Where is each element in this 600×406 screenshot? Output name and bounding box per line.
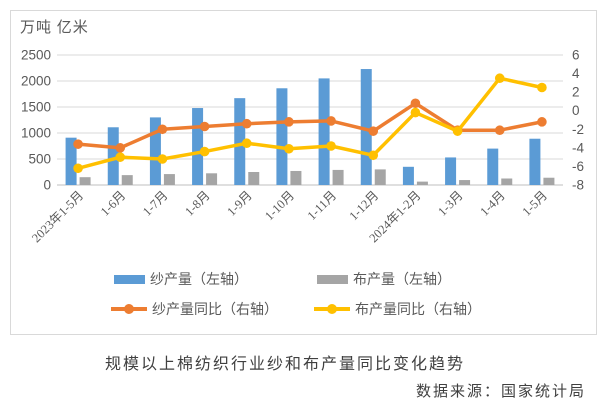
data-point-marker bbox=[115, 152, 126, 162]
bar bbox=[163, 174, 175, 185]
svg-text:1-9月: 1-9月 bbox=[224, 188, 255, 219]
y-axis-left-labels: 0 500 1000 1500 2000 2500 bbox=[21, 48, 51, 193]
data-point-marker bbox=[537, 117, 547, 127]
chart-title: 规模以上棉纺织行业纱和布产量同比变化趋势 bbox=[104, 356, 465, 373]
legend-item-yarn-yoy: 纱产量同比（右轴） bbox=[111, 299, 278, 319]
svg-text:1-3月: 1-3月 bbox=[435, 188, 466, 219]
bar bbox=[65, 137, 77, 185]
bar bbox=[192, 108, 204, 185]
data-source: 数据来源：国家统计局 bbox=[415, 384, 586, 400]
combo-chart: 0 500 1000 1500 2000 2500 -8 -6 -4 -2 0 2 4 6 2023年1-5… bbox=[10, 10, 597, 335]
bar bbox=[149, 117, 161, 185]
svg-text:-8: -8 bbox=[572, 178, 584, 193]
bar bbox=[445, 157, 457, 185]
svg-text:-2: -2 bbox=[572, 122, 584, 137]
bar bbox=[416, 181, 428, 185]
bar bbox=[318, 78, 330, 185]
svg-text:2000: 2000 bbox=[21, 74, 51, 89]
y-axis-right-labels: -8 -6 -4 -2 0 2 4 6 bbox=[572, 48, 584, 193]
bar bbox=[107, 127, 119, 185]
bars-yarn-output bbox=[65, 69, 541, 185]
data-point-marker bbox=[494, 125, 505, 136]
svg-text:1-12月: 1-12月 bbox=[346, 188, 381, 223]
data-point-marker bbox=[241, 138, 252, 149]
svg-text:2: 2 bbox=[572, 85, 580, 100]
svg-text:0: 0 bbox=[43, 178, 51, 193]
svg-text:1000: 1000 bbox=[21, 126, 51, 141]
legend-label: 布产量（左轴） bbox=[353, 273, 451, 288]
data-point-marker bbox=[326, 116, 336, 126]
data-point-marker bbox=[368, 150, 379, 161]
svg-text:4: 4 bbox=[572, 66, 580, 81]
bars-cloth-output bbox=[79, 169, 555, 185]
svg-text:2023年1-5月: 2023年1-5月 bbox=[29, 188, 86, 245]
bar bbox=[79, 177, 91, 185]
data-point-marker bbox=[284, 143, 294, 154]
svg-text:0: 0 bbox=[572, 103, 580, 118]
data-point-marker bbox=[410, 107, 421, 118]
bar bbox=[459, 180, 471, 185]
cloth-bar-swatch bbox=[317, 274, 348, 284]
cloth-yoy-line-swatch bbox=[314, 304, 350, 314]
svg-text:6: 6 bbox=[572, 48, 580, 63]
data-point-marker bbox=[115, 143, 126, 153]
axis-unit-label: 万吨 亿米 bbox=[20, 20, 89, 36]
bar bbox=[374, 169, 386, 185]
bar bbox=[529, 138, 541, 185]
bar bbox=[360, 69, 372, 185]
svg-text:1-7月: 1-7月 bbox=[140, 188, 171, 219]
bar bbox=[248, 172, 260, 185]
legend-label: 纱产量（左轴） bbox=[150, 273, 248, 288]
legend-label: 布产量同比（右轴） bbox=[355, 303, 481, 318]
data-point-marker bbox=[284, 117, 294, 127]
line-cloth-yoy bbox=[73, 73, 547, 174]
svg-text:-4: -4 bbox=[572, 140, 584, 155]
data-point-marker bbox=[241, 118, 252, 129]
bar bbox=[487, 148, 499, 185]
data-point-marker bbox=[410, 98, 421, 109]
bar bbox=[290, 170, 302, 185]
data-point-marker bbox=[199, 146, 210, 157]
data-point-marker bbox=[157, 124, 168, 135]
svg-text:2500: 2500 bbox=[21, 48, 51, 63]
svg-text:1-8月: 1-8月 bbox=[182, 188, 213, 219]
bar bbox=[234, 98, 246, 185]
legend-item-yarn-output: 纱产量（左轴） bbox=[114, 269, 248, 289]
bar bbox=[276, 88, 288, 185]
bar bbox=[402, 166, 414, 185]
data-point-marker bbox=[494, 73, 505, 84]
legend-item-cloth-output: 布产量（左轴） bbox=[317, 269, 451, 289]
chart-frame bbox=[10, 10, 597, 335]
data-point-marker bbox=[537, 82, 547, 93]
data-point-marker bbox=[199, 121, 210, 132]
data-point-marker bbox=[368, 126, 379, 136]
data-point-marker bbox=[157, 154, 168, 164]
svg-text:1-6月: 1-6月 bbox=[98, 188, 129, 219]
data-point-marker bbox=[326, 141, 336, 151]
svg-text:1-10月: 1-10月 bbox=[262, 188, 297, 223]
svg-text:-6: -6 bbox=[572, 159, 584, 174]
x-axis-labels: 2023年1-5月 1-6月 1-7月 1-8月 1-9月 1-10月 1-11月 1-12月… bbox=[29, 188, 550, 245]
bar bbox=[501, 178, 513, 185]
bar bbox=[332, 169, 344, 185]
bar bbox=[206, 173, 218, 185]
svg-text:1500: 1500 bbox=[21, 100, 51, 115]
bar bbox=[543, 177, 555, 185]
data-point-marker bbox=[73, 163, 83, 174]
data-point-marker bbox=[452, 126, 463, 136]
legend-item-cloth-yoy: 布产量同比（右轴） bbox=[314, 299, 481, 319]
svg-text:1-4月: 1-4月 bbox=[477, 188, 508, 219]
legend-label: 纱产量同比（右轴） bbox=[152, 303, 278, 318]
yarn-bar-swatch bbox=[114, 274, 145, 284]
bar bbox=[121, 175, 133, 185]
yarn-yoy-line-swatch bbox=[111, 304, 147, 314]
data-point-marker bbox=[73, 139, 83, 149]
svg-text:1-11月: 1-11月 bbox=[305, 188, 340, 223]
line-yarn-yoy bbox=[73, 98, 547, 153]
svg-text:1-5月: 1-5月 bbox=[520, 188, 551, 219]
svg-text:500: 500 bbox=[28, 152, 51, 167]
